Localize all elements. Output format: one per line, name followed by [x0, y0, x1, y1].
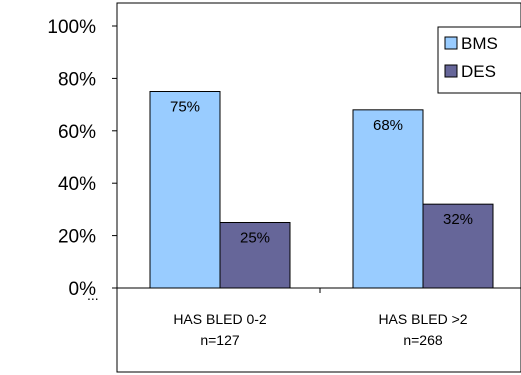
category-sublabel: n=268	[403, 332, 443, 348]
y-tick-label: 60%	[58, 122, 96, 143]
bar-bms-1	[149, 91, 221, 289]
category-label: HAS BLED 0-2	[173, 311, 267, 327]
y-tick-label: 40%	[58, 174, 96, 195]
truncation-mark: ...	[87, 287, 99, 303]
bar-bms-2	[352, 109, 424, 289]
data-label-des-2: 32%	[443, 211, 473, 228]
data-label-bms-1: 75%	[170, 99, 200, 116]
bar-des-2	[422, 203, 494, 289]
y-tick-label: 20%	[58, 227, 96, 248]
data-label-bms-2: 68%	[373, 117, 403, 134]
y-tick-label: 0%	[69, 279, 97, 300]
legend-label-des: DES	[461, 62, 496, 81]
y-tick-label: 80%	[58, 69, 96, 90]
bar-des-1	[219, 222, 291, 289]
legend-swatch-des	[444, 64, 458, 78]
legend-swatch-bms	[444, 36, 458, 50]
category-sublabel: n=127	[200, 332, 240, 348]
legend-label-bms: BMS	[461, 34, 498, 53]
data-label-des-1: 25%	[240, 230, 270, 247]
y-tick-label: 100%	[47, 17, 96, 38]
category-label: HAS BLED >2	[378, 311, 467, 327]
